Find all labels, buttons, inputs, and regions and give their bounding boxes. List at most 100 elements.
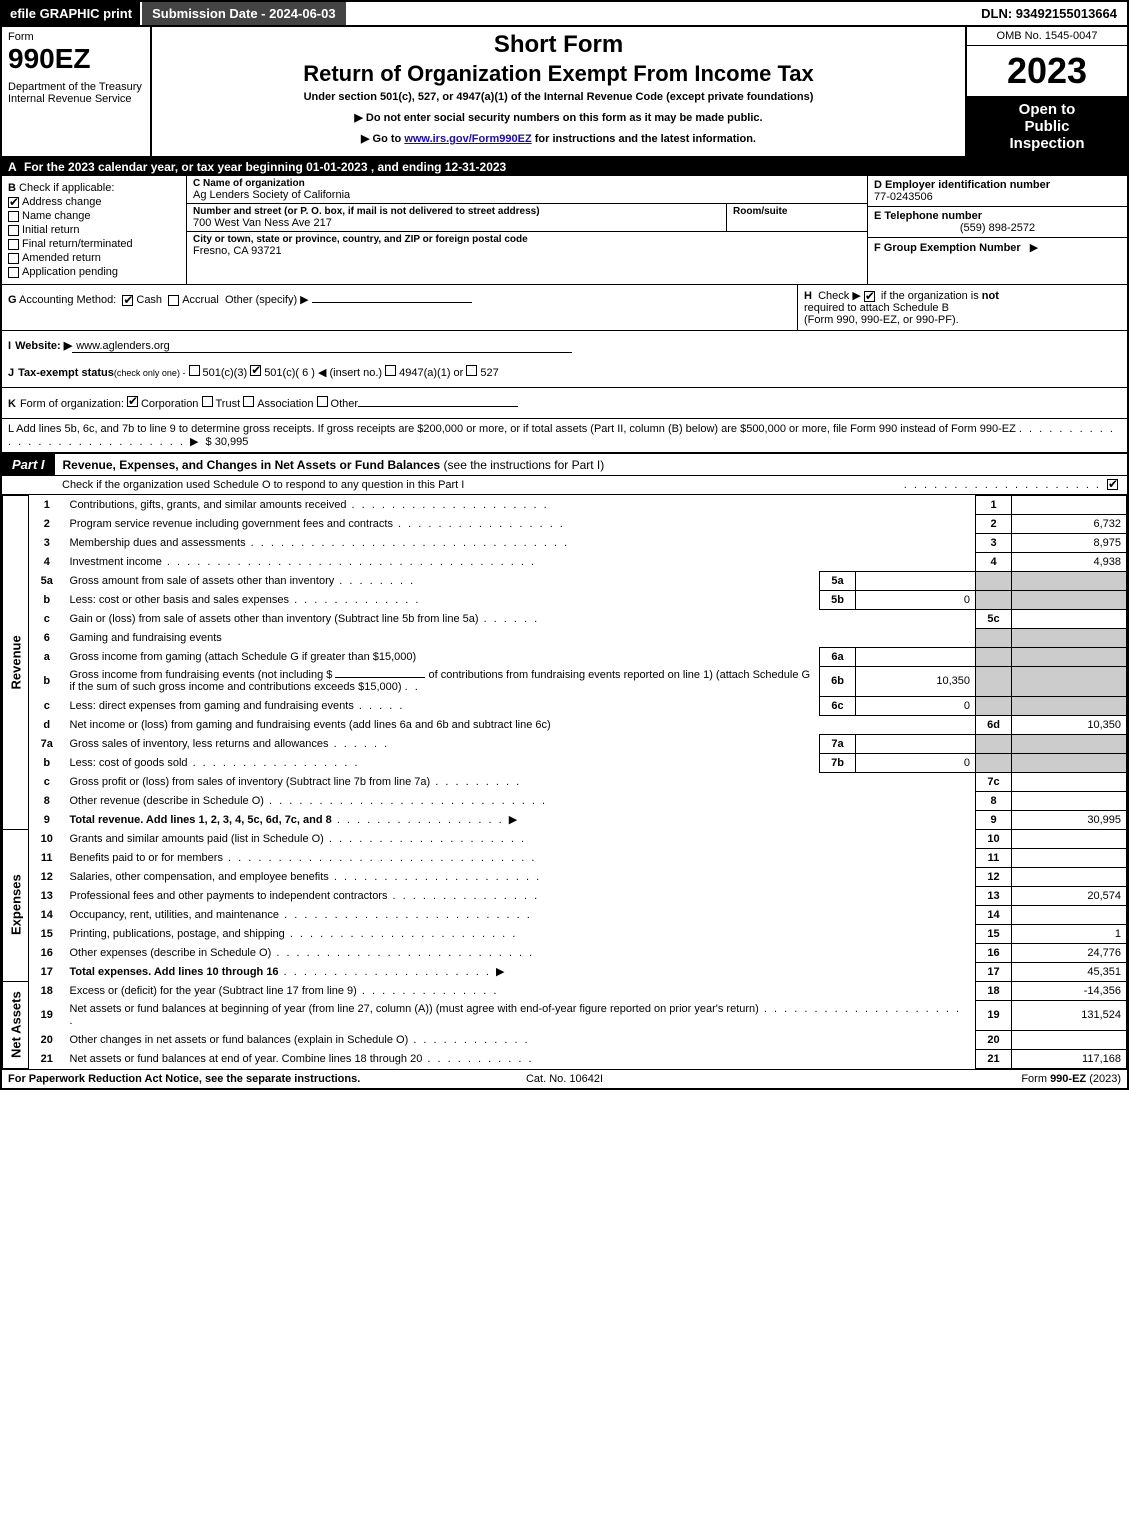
omb-number: OMB No. 1545-0047 (967, 27, 1127, 46)
checkbox-501c3[interactable] (189, 365, 200, 376)
h-not: not (982, 290, 999, 302)
line-13-val: 20,574 (1012, 886, 1127, 905)
line-13: 13 Professional fees and other payments … (3, 886, 1127, 905)
checkbox-501c[interactable] (250, 365, 261, 376)
city-label: City or town, state or province, country… (193, 234, 861, 245)
line-9-val: 30,995 (1012, 810, 1127, 829)
checkbox-4947[interactable] (385, 365, 396, 376)
g-text: Accounting Method: (19, 294, 116, 306)
line-15-desc: Printing, publications, postage, and shi… (65, 924, 976, 943)
line-8-col: 8 (976, 791, 1012, 810)
b-label: B (8, 182, 16, 194)
line-21-desc-text: Net assets or fund balances at end of ye… (70, 1053, 423, 1065)
line-16-col: 16 (976, 943, 1012, 962)
part1-subtitle: (see the instructions for Part I) (444, 458, 605, 472)
street-value: 700 West Van Ness Ave 217 (193, 217, 720, 229)
phone-cell: E Telephone number (559) 898-2572 (868, 207, 1127, 238)
line-5b-num: b (29, 591, 65, 610)
line-7b-desc-text: Less: cost of goods sold (70, 757, 188, 769)
room-label: Room/suite (733, 206, 861, 217)
line-14: 14 Occupancy, rent, utilities, and maint… (3, 905, 1127, 924)
checkbox-527[interactable] (466, 365, 477, 376)
line-9-desc: Total revenue. Add lines 1, 2, 3, 4, 5c,… (65, 810, 976, 829)
line-19-desc: Net assets or fund balances at beginning… (65, 1000, 976, 1030)
line-6a-inline-num: 6a (820, 647, 856, 666)
website-value[interactable]: www.aglenders.org (72, 340, 572, 353)
inspect-line3: Inspection (973, 135, 1121, 152)
checkbox-assoc[interactable] (243, 396, 254, 407)
line-4-val: 4,938 (1012, 553, 1127, 572)
part1-tag: Part I (2, 454, 55, 475)
line-11-desc: Benefits paid to or for members . . . . … (65, 848, 976, 867)
checkbox-schedule-b[interactable] (864, 291, 875, 302)
line-7c: c Gross profit or (loss) from sales of i… (3, 772, 1127, 791)
phone-label: Telephone number (884, 210, 982, 222)
header-center: Short Form Return of Organization Exempt… (152, 27, 967, 156)
footer-formid: Form 990-EZ (2023) (750, 1073, 1121, 1085)
line-6c: c Less: direct expenses from gaming and … (3, 696, 1127, 715)
checkbox-corp[interactable] (127, 396, 138, 407)
short-form-label: Short Form (160, 31, 957, 59)
checkbox-address-change[interactable] (8, 197, 19, 208)
checkbox-other-org[interactable] (317, 396, 328, 407)
line-15-val: 1 (1012, 924, 1127, 943)
info-block: B Check if applicable: Address change Na… (2, 176, 1127, 285)
line-3-col: 3 (976, 534, 1012, 553)
shade-cell (976, 734, 1012, 753)
shade-cell (1012, 666, 1127, 696)
form-subtitle: Under section 501(c), 527, or 4947(a)(1)… (160, 91, 957, 103)
j-sub: (check only one) - (114, 368, 186, 378)
line-5b-desc: Less: cost or other basis and sales expe… (65, 591, 820, 610)
line-20: 20 Other changes in net assets or fund b… (3, 1030, 1127, 1049)
line-21-num: 21 (29, 1049, 65, 1068)
shade-cell (976, 753, 1012, 772)
goto-post: for instructions and the latest informat… (532, 133, 756, 145)
j-label: J (8, 367, 14, 379)
line-9-desc-text: Total revenue. Add lines 1, 2, 3, 4, 5c,… (70, 814, 332, 826)
checkbox-amended[interactable] (8, 253, 19, 264)
line-18-col: 18 (976, 981, 1012, 1000)
line-2-desc: Program service revenue including govern… (65, 515, 976, 534)
shade-cell (1012, 753, 1127, 772)
checkbox-trust[interactable] (202, 396, 213, 407)
line-15-num: 15 (29, 924, 65, 943)
line-6d-col: 6d (976, 715, 1012, 734)
checkbox-accrual[interactable] (168, 295, 179, 306)
shade-cell (1012, 572, 1127, 591)
line-5b-desc-text: Less: cost or other basis and sales expe… (70, 594, 290, 606)
line-7c-val (1012, 772, 1127, 791)
checkbox-schedule-o[interactable] (1107, 479, 1118, 490)
line-19-val: 131,524 (1012, 1000, 1127, 1030)
org-name-cell: C Name of organization Ag Lenders Societ… (187, 176, 867, 204)
footer-catno: Cat. No. 10642I (379, 1073, 750, 1085)
section-j: J Tax-exempt status (check only one) - 5… (2, 357, 1127, 388)
line-7a-inline-num: 7a (820, 734, 856, 753)
section-k: K Form of organization: Corporation Trus… (2, 388, 1127, 419)
k-other: Other (331, 398, 359, 410)
checkbox-cash[interactable] (122, 295, 133, 306)
line-6: 6 Gaming and fundraising events (3, 629, 1127, 648)
c-label: C (193, 178, 200, 189)
checkbox-name-change[interactable] (8, 211, 19, 222)
line-21-desc: Net assets or fund balances at end of ye… (65, 1049, 976, 1068)
line-18-val: -14,356 (1012, 981, 1127, 1000)
line-7a-desc-text: Gross sales of inventory, less returns a… (70, 738, 329, 750)
line-7b: b Less: cost of goods sold . . . . . . .… (3, 753, 1127, 772)
line-9-num: 9 (29, 810, 65, 829)
line-19: 19 Net assets or fund balances at beginn… (3, 1000, 1127, 1030)
j-text: Tax-exempt status (18, 367, 114, 379)
checkbox-final-return[interactable] (8, 239, 19, 250)
line-13-desc-text: Professional fees and other payments to … (70, 890, 388, 902)
line-20-col: 20 (976, 1030, 1012, 1049)
line-6d: d Net income or (loss) from gaming and f… (3, 715, 1127, 734)
group-label: Group Exemption Number (884, 242, 1021, 254)
line-19-desc-text: Net assets or fund balances at beginning… (70, 1003, 759, 1015)
checkbox-initial-return[interactable] (8, 225, 19, 236)
line-18: Net Assets 18 Excess or (deficit) for th… (3, 981, 1127, 1000)
irs-link[interactable]: www.irs.gov/Form990EZ (404, 133, 531, 145)
k-text: Form of organization: (20, 398, 124, 410)
part1-title-text: Revenue, Expenses, and Changes in Net As… (63, 458, 441, 472)
section-b: B Check if applicable: Address change Na… (2, 176, 187, 284)
line-1: Revenue 1 Contributions, gifts, grants, … (3, 496, 1127, 515)
checkbox-pending[interactable] (8, 267, 19, 278)
